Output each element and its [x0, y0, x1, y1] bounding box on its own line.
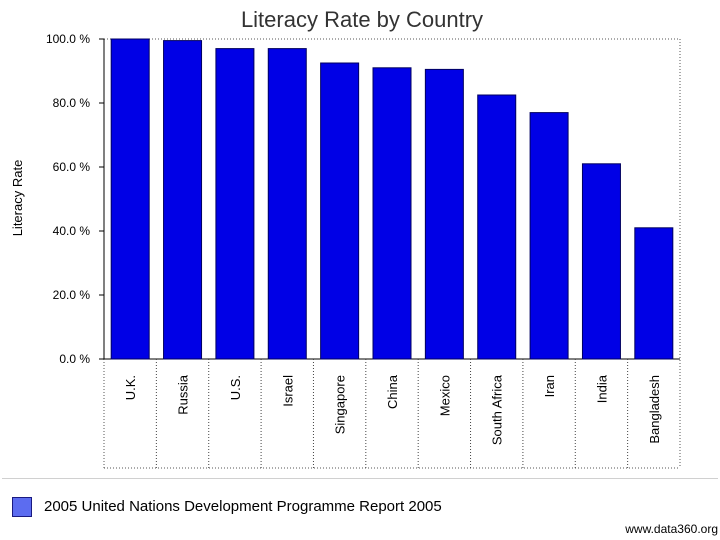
x-tick-label: India [594, 374, 609, 403]
y-axis-label: Literacy Rate [10, 160, 25, 237]
legend-label: 2005 United Nations Development Programm… [44, 498, 442, 515]
x-tick-label: U.S. [228, 375, 243, 400]
y-tick-label: 0.0 % [59, 352, 90, 366]
y-tick-label: 60.0 % [53, 160, 91, 174]
bar [529, 112, 569, 360]
bar [634, 227, 674, 360]
x-tick-label: Bangladesh [647, 375, 662, 444]
bar [581, 163, 621, 360]
x-tick-label: Mexico [437, 375, 452, 416]
bar [372, 67, 412, 360]
bar [477, 94, 517, 360]
x-tick-label: Iran [542, 375, 557, 397]
bar [320, 62, 360, 360]
legend-swatch [12, 497, 32, 517]
bar [163, 40, 203, 360]
y-tick-label: 100.0 % [46, 32, 90, 46]
x-tick-label: South Africa [490, 374, 505, 445]
y-tick-label: 20.0 % [53, 288, 91, 302]
legend: 2005 United Nations Development Programm… [2, 478, 718, 529]
x-tick-label: China [385, 374, 400, 409]
y-tick-label: 80.0 % [53, 96, 91, 110]
x-tick-label: Singapore [333, 375, 348, 434]
bar [215, 48, 255, 360]
bar [110, 38, 150, 360]
bar [424, 68, 464, 360]
plot-area: 0.0 % 20.0 % 40.0 % 60.0 % 80.0 % 100.0 % U.K.… [46, 32, 681, 469]
x-tick-label: Israel [280, 375, 295, 407]
credit-text: www.data360.org [625, 522, 718, 536]
x-tick-label: U.K. [123, 375, 138, 400]
y-tick-label: 40.0 % [53, 224, 91, 238]
x-tick-label: Russia [176, 374, 191, 415]
chart-title: Literacy Rate by Country [241, 7, 483, 32]
chart-svg: Literacy Rate by Country Literacy Rate 0… [10, 7, 681, 469]
bar [267, 48, 307, 360]
